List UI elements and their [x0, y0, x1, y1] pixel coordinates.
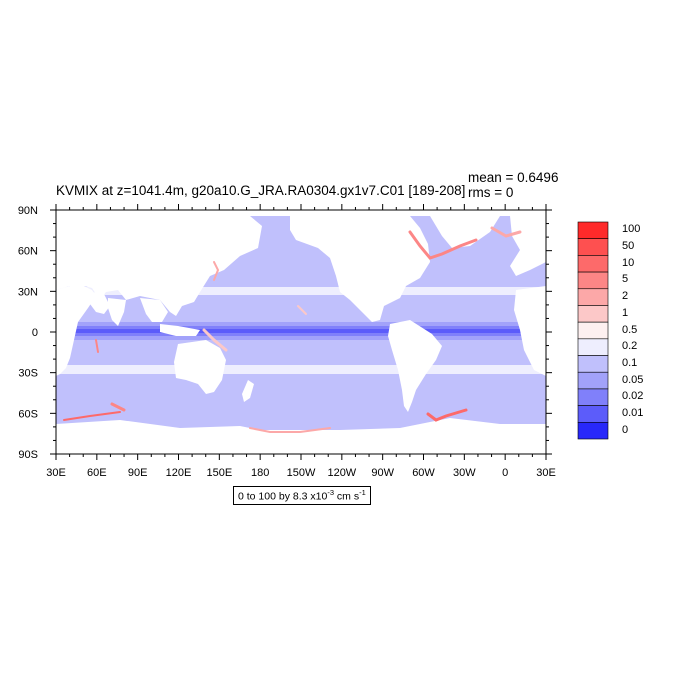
colorbar-level-label: 50	[622, 240, 635, 253]
colorbar-level-label: 0.05	[622, 373, 644, 386]
x-tick-label: 30E	[46, 467, 66, 479]
colorbar-segment	[577, 355, 609, 373]
colorbar-segment	[577, 388, 609, 406]
east-greenland-highlight	[490, 226, 522, 238]
arctic-blank	[56, 210, 546, 216]
x-tick-label: 180	[251, 467, 269, 479]
south-america-landmass	[388, 320, 442, 412]
x-tick-label: 90E	[128, 467, 148, 479]
x-tick-labels: 30E 60E 90E 120E 150E 180 150W 120W 90W 60W 30W 0 30…	[46, 467, 556, 479]
x-tick-label: 60E	[87, 467, 107, 479]
north-america-landmass	[290, 216, 430, 322]
australia-landmass	[174, 340, 226, 394]
japan-highlight	[213, 261, 220, 281]
north-atlantic-highlight	[408, 230, 478, 260]
colorbar-level-label: 0.02	[622, 390, 644, 403]
y-tick-label: 60N	[18, 246, 38, 258]
x-tick-label: 120E	[166, 467, 192, 479]
colorbar-level-label: 5	[622, 273, 629, 286]
y-tick-label: 30S	[18, 368, 38, 380]
colorbar-level-label: 0.2	[622, 340, 638, 353]
x-tick-label: 30E	[536, 467, 556, 479]
colorbar-segment	[577, 271, 609, 290]
east-pacific-highlight	[297, 305, 307, 315]
southern-ocean-highlight-a	[63, 411, 121, 421]
colorbar-segment	[577, 288, 609, 306]
greenland-landmass	[430, 216, 500, 248]
new-zealand-landmass	[242, 380, 254, 402]
y-tick-label: 90N	[18, 205, 38, 217]
kerguelen-highlight	[110, 402, 126, 412]
drake-passage-highlight	[426, 408, 468, 422]
colorbar-level-label: 0.1	[622, 356, 638, 369]
map-body	[56, 210, 546, 454]
colorbar-level-label: 0.01	[622, 406, 644, 419]
rms-value: rms = 0	[468, 185, 514, 200]
colorbar-segment	[577, 321, 609, 340]
indonesia-islands	[160, 324, 200, 336]
colorbar-segment	[577, 255, 609, 273]
colorbar-level-label: 0.5	[622, 323, 638, 336]
colorbar-level-label: 0	[622, 423, 629, 436]
plot-title: KVMIX at z=1041.4m, g20a10.G_JRA.RA0304.…	[56, 183, 466, 198]
colorbar	[577, 221, 609, 440]
x-tick-label: 150W	[287, 467, 316, 479]
colorbar-segment	[577, 371, 609, 390]
equatorial-band-core	[56, 329, 546, 333]
colorbar-segment	[577, 405, 609, 423]
y-tick-label: 30N	[18, 286, 38, 298]
colorbar-segment	[577, 238, 609, 256]
colorbar-level-label: 10	[622, 256, 635, 269]
antarctica-landmass	[56, 418, 546, 454]
southeast-asia-landmass	[140, 298, 168, 322]
x-tick-label: 0	[502, 467, 508, 479]
y-tick-label: 60S	[18, 408, 38, 420]
eurasia-landmass	[56, 216, 262, 316]
colorbar-segment	[577, 305, 609, 323]
colorbar-segment	[577, 221, 609, 239]
y-tick-labels: 90N 60N 30N 0 30S 60S 90S	[18, 205, 38, 461]
africa-east-fringe	[514, 286, 546, 376]
x-tick-label: 150E	[206, 467, 232, 479]
africa-landmass	[56, 286, 96, 376]
x-tick-label: 90W	[371, 467, 394, 479]
units-label: 0 to 100 by 8.3 x10-3 cm s-1	[233, 486, 371, 505]
mean-value: mean = 0.6496	[468, 170, 559, 185]
colorbar-segment	[577, 338, 609, 356]
colorbar-level-label: 1	[622, 306, 629, 319]
india-landmass	[108, 298, 126, 326]
southern-ocean-highlight-b	[249, 427, 331, 433]
tick-marks	[50, 204, 552, 460]
colorbar-level-label: 100	[622, 223, 641, 236]
y-tick-label: 0	[32, 327, 38, 339]
x-tick-label: 30W	[453, 467, 476, 479]
y-tick-label: 90S	[18, 449, 38, 461]
x-tick-label: 60W	[412, 467, 435, 479]
south-subtropical-band	[56, 365, 546, 374]
arabian-sea-highlight	[95, 339, 99, 353]
colorbar-level-label: 2	[622, 290, 629, 303]
colorbar-segment	[577, 422, 609, 440]
north-subtropical-band	[56, 287, 546, 295]
indonesia-highlight	[202, 328, 228, 352]
arabia-landmass	[90, 292, 110, 314]
x-tick-label: 120W	[327, 467, 356, 479]
